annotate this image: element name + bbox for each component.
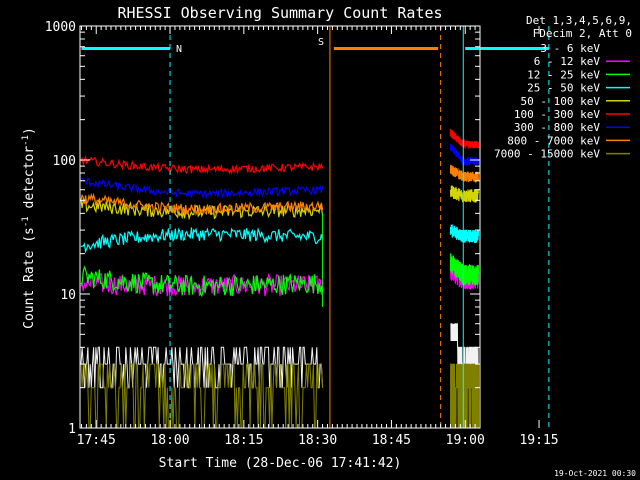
legend-entry-2: 6 - 12 keV — [534, 55, 601, 68]
footer-date: 19-Oct-2021 00:30 — [554, 469, 636, 478]
axes-layer: 17:45 18:00 18:15 18:30 18:45 19:00 19:15 1 10 10… — [45, 20, 559, 448]
series-line-8-seg1 — [80, 192, 324, 217]
series-line-4-seg1 — [80, 226, 324, 254]
legend-entry-4: 25 - 50 keV — [527, 82, 600, 95]
x-tick-label-4: 18:30 — [298, 433, 337, 448]
legend-entry-7: 300 - 800 keV — [514, 121, 600, 134]
y-label-main: Count Rate (s — [22, 227, 37, 329]
y-label-exp1: -1 — [21, 216, 31, 227]
chart-title: RHESSI Observing Summary Count Rates — [117, 4, 442, 22]
y-tick-label-1: 1 — [68, 422, 76, 437]
x-tick-label-5: 18:45 — [372, 433, 411, 448]
y-label-end: ) — [22, 127, 37, 135]
saa-start-label: S — [318, 37, 324, 48]
x-tick-label-6: 19:00 — [446, 433, 485, 448]
series-line-4-seg2 — [449, 224, 480, 243]
y-tick-label-3: 100 — [53, 154, 76, 169]
legend-header-1: Det 1,3,4,5,6,9, — [526, 14, 632, 27]
series-line-3-seg2 — [449, 253, 480, 287]
legend-entry-8: 800 - 7000 keV — [507, 134, 600, 147]
x-axis-label: Start Time (28-Dec-06 17:41:42) — [159, 456, 402, 471]
legend: Det 1,3,4,5,6,9,FDecim 2, Att 0 3 - 6 keV… — [494, 14, 632, 161]
x-tick-label-2: 18:00 — [150, 433, 189, 448]
series-line-7-seg1 — [80, 177, 324, 200]
series-line-9-seg2 — [450, 363, 479, 429]
x-tick-label-3: 18:15 — [224, 433, 263, 448]
series-line-5-seg1 — [80, 197, 324, 221]
series-line-3-seg1 — [80, 265, 324, 298]
y-tick-label-2: 10 — [60, 288, 76, 303]
x-tick-label-1: 17:45 — [77, 433, 116, 448]
legend-entry-9: 7000 - 15000 keV — [494, 148, 600, 161]
y-label-exp2: -1 — [21, 135, 31, 146]
legend-entry-6: 100 - 300 keV — [514, 108, 600, 121]
plot-frame — [79, 25, 481, 429]
night-end-label-1: N — [176, 44, 182, 55]
legend-entry-5: 50 - 100 keV — [521, 95, 601, 108]
legend-header-2: FDecim 2, Att 0 — [533, 27, 632, 40]
x-tick-label-7: 19:15 — [519, 433, 558, 448]
series-line-1-seg2 — [450, 323, 479, 389]
series-layer — [80, 128, 480, 429]
series-line-6-seg2 — [449, 128, 480, 149]
y-label-mid: detector — [22, 146, 37, 217]
y-axis-label: Count Rate (s-1 detector-1) — [21, 127, 37, 329]
legend-entry-1: 3 - 6 keV — [540, 42, 600, 55]
y-tick-label-4: 1000 — [45, 20, 76, 35]
series-line-8-seg2 — [449, 164, 480, 184]
series-line-6-seg1 — [80, 154, 324, 175]
legend-entry-3: 12 - 25 keV — [527, 68, 600, 81]
series-line-5-seg2 — [449, 185, 480, 203]
